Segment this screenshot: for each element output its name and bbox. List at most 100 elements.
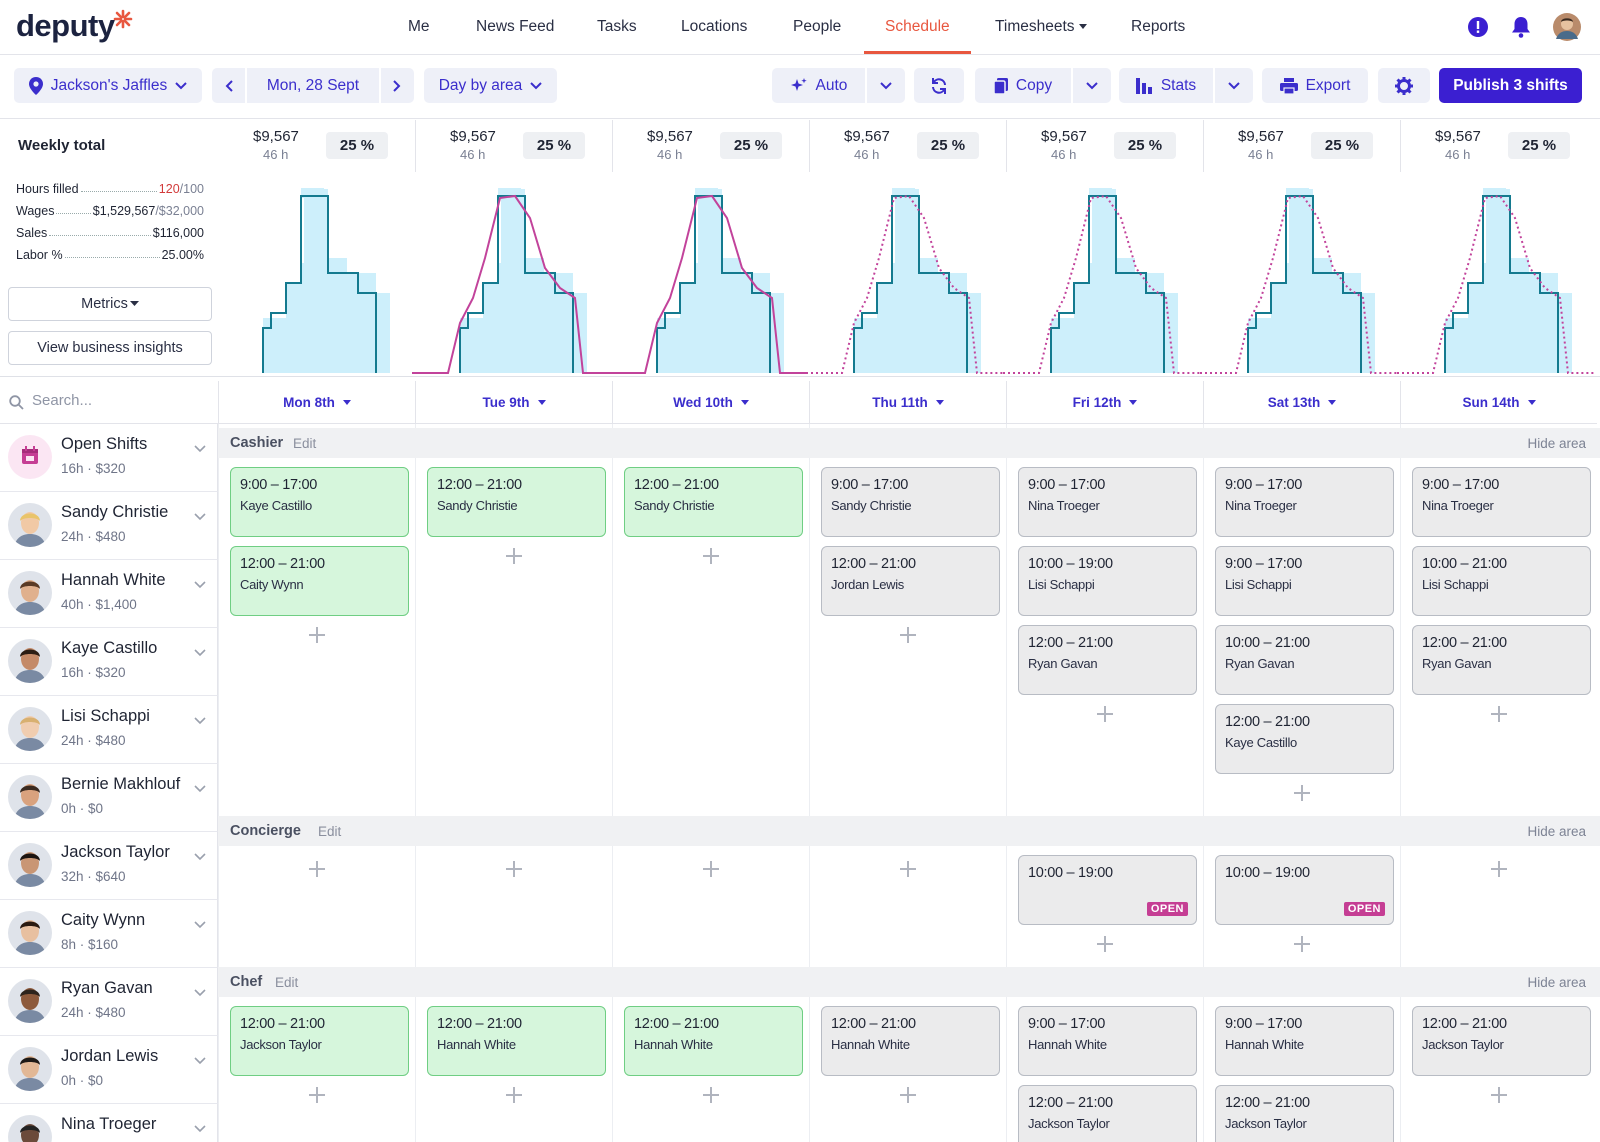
day-header[interactable]: Fri 12th [1006,381,1203,424]
nav-schedule[interactable]: Schedule [885,18,950,35]
day-header[interactable]: Thu 11th [809,381,1006,424]
shift-card[interactable]: 12:00 – 21:00 Ryan Gavan [1412,625,1591,695]
prev-date-button[interactable] [212,68,247,103]
expand-chevron-icon[interactable] [194,644,206,662]
nav-locations[interactable]: Locations [681,18,748,35]
shift-card[interactable]: 12:00 – 21:00 Jackson Taylor [1018,1085,1197,1142]
shift-card[interactable]: 9:00 – 17:00 Sandy Christie [821,467,1000,537]
publish-button[interactable]: Publish 3 shifts [1439,68,1582,103]
shift-card[interactable]: 9:00 – 17:00 Hannah White [1215,1006,1394,1076]
nav-timesheets[interactable]: Timesheets [995,18,1087,36]
shift-card[interactable]: 12:00 – 21:00 Kaye Castillo [1215,704,1394,774]
alert-icon[interactable] [1467,16,1489,38]
expand-chevron-icon[interactable] [194,508,206,526]
employee-row[interactable]: Sandy Christie 24h · $480 [0,492,218,560]
add-shift-button[interactable] [1096,936,1113,952]
add-shift-button[interactable] [505,1087,522,1103]
add-shift-button[interactable] [308,1087,325,1103]
add-shift-button[interactable] [308,861,325,877]
shift-card[interactable]: 12:00 – 21:00 Caity Wynn [230,546,409,616]
shift-card[interactable]: 12:00 – 21:00 Sandy Christie [427,467,606,537]
shift-card[interactable]: 12:00 – 21:00 Sandy Christie [624,467,803,537]
add-shift-button[interactable] [1490,1087,1507,1103]
shift-card[interactable]: 12:00 – 21:00 Hannah White [427,1006,606,1076]
employee-row[interactable]: Lisi Schappi 24h · $480 [0,696,218,764]
expand-chevron-icon[interactable] [194,848,206,866]
add-shift-button[interactable] [1490,861,1507,877]
expand-chevron-icon[interactable] [194,1120,206,1138]
employee-row[interactable]: Hannah White 40h · $1,400 [0,560,218,628]
user-avatar-icon[interactable] [1553,13,1581,41]
open-shift-card[interactable]: 10:00 – 19:00 OPEN [1018,855,1197,925]
area-edit-link[interactable]: Edit [318,824,342,839]
day-header[interactable]: Sat 13th [1203,381,1400,424]
shift-card[interactable]: 12:00 – 21:00 Jackson Taylor [1215,1085,1394,1142]
expand-chevron-icon[interactable] [194,440,206,458]
deputy-logo[interactable]: deputy [16,8,115,43]
shift-card[interactable]: 10:00 – 19:00 Lisi Schappi [1018,546,1197,616]
stats-button[interactable]: Stats [1119,68,1213,103]
copy-button[interactable]: Copy [975,68,1071,103]
nav-people[interactable]: People [793,18,842,35]
export-button[interactable]: Export [1262,68,1368,103]
nav-reports[interactable]: Reports [1131,18,1186,35]
add-shift-button[interactable] [505,548,522,564]
employee-row[interactable]: Kaye Castillo 16h · $320 [0,628,218,696]
metrics-dropdown[interactable]: Metrics [8,287,212,321]
expand-chevron-icon[interactable] [194,780,206,798]
nav-tasks[interactable]: Tasks [597,18,637,35]
hide-area-link[interactable]: Hide area [1527,436,1586,451]
employee-row[interactable]: Ryan Gavan 24h · $480 [0,968,218,1036]
hide-area-link[interactable]: Hide area [1527,975,1586,990]
nav-me[interactable]: Me [408,18,430,35]
day-header[interactable]: Sun 14th [1400,381,1597,424]
shift-card[interactable]: 12:00 – 21:00 Jackson Taylor [230,1006,409,1076]
day-header[interactable]: Wed 10th [612,381,809,424]
stats-dropdown[interactable] [1215,68,1253,103]
expand-chevron-icon[interactable] [194,1052,206,1070]
add-shift-button[interactable] [899,627,916,643]
auto-button[interactable]: Auto [772,68,865,103]
open-shift-card[interactable]: 10:00 – 19:00 OPEN [1215,855,1394,925]
day-header[interactable]: Tue 9th [415,381,612,424]
expand-chevron-icon[interactable] [194,916,206,934]
add-shift-button[interactable] [702,1087,719,1103]
expand-chevron-icon[interactable] [194,712,206,730]
next-date-button[interactable] [378,68,414,103]
shift-card[interactable]: 9:00 – 17:00 Nina Troeger [1412,467,1591,537]
auto-dropdown[interactable] [867,68,905,103]
bell-icon[interactable] [1510,15,1532,39]
shift-card[interactable]: 12:00 – 21:00 Hannah White [821,1006,1000,1076]
refresh-button[interactable] [914,68,964,103]
employee-row[interactable]: Open Shifts 16h · $320 [0,424,218,492]
current-date[interactable]: Mon, 28 Sept [266,76,360,94]
shift-card[interactable]: 12:00 – 21:00 Ryan Gavan [1018,625,1197,695]
shift-card[interactable]: 9:00 – 17:00 Nina Troeger [1215,467,1394,537]
add-shift-button[interactable] [1293,785,1310,801]
settings-button[interactable] [1378,68,1430,103]
employee-row[interactable]: Jordan Lewis 0h · $0 [0,1036,218,1104]
area-edit-link[interactable]: Edit [275,975,299,990]
business-insights-button[interactable]: View business insights [8,331,212,365]
shift-card[interactable]: 12:00 – 21:00 Jackson Taylor [1412,1006,1591,1076]
shift-card[interactable]: 9:00 – 17:00 Kaye Castillo [230,467,409,537]
shift-card[interactable]: 12:00 – 21:00 Hannah White [624,1006,803,1076]
add-shift-button[interactable] [505,861,522,877]
shift-card[interactable]: 10:00 – 21:00 Ryan Gavan [1215,625,1394,695]
add-shift-button[interactable] [899,861,916,877]
add-shift-button[interactable] [308,627,325,643]
shift-card[interactable]: 9:00 – 17:00 Lisi Schappi [1215,546,1394,616]
location-selector[interactable]: Jackson's Jaffles [14,68,202,103]
shift-card[interactable]: 9:00 – 17:00 Nina Troeger [1018,467,1197,537]
employee-row[interactable]: Nina Troeger [0,1104,218,1142]
add-shift-button[interactable] [1490,706,1507,722]
shift-card[interactable]: 12:00 – 21:00 Jordan Lewis [821,546,1000,616]
add-shift-button[interactable] [1096,706,1113,722]
copy-dropdown[interactable] [1073,68,1111,103]
add-shift-button[interactable] [899,1087,916,1103]
add-shift-button[interactable] [1293,936,1310,952]
add-shift-button[interactable] [702,548,719,564]
nav-news-feed[interactable]: News Feed [476,18,555,35]
employee-row[interactable]: Bernie Makhlouf 0h · $0 [0,764,218,832]
shift-card[interactable]: 10:00 – 21:00 Lisi Schappi [1412,546,1591,616]
